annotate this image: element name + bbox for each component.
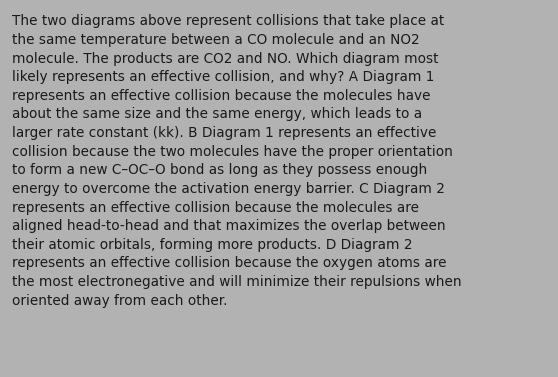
Text: The two diagrams above represent collisions that take place at
the same temperat: The two diagrams above represent collisi… xyxy=(12,14,462,308)
